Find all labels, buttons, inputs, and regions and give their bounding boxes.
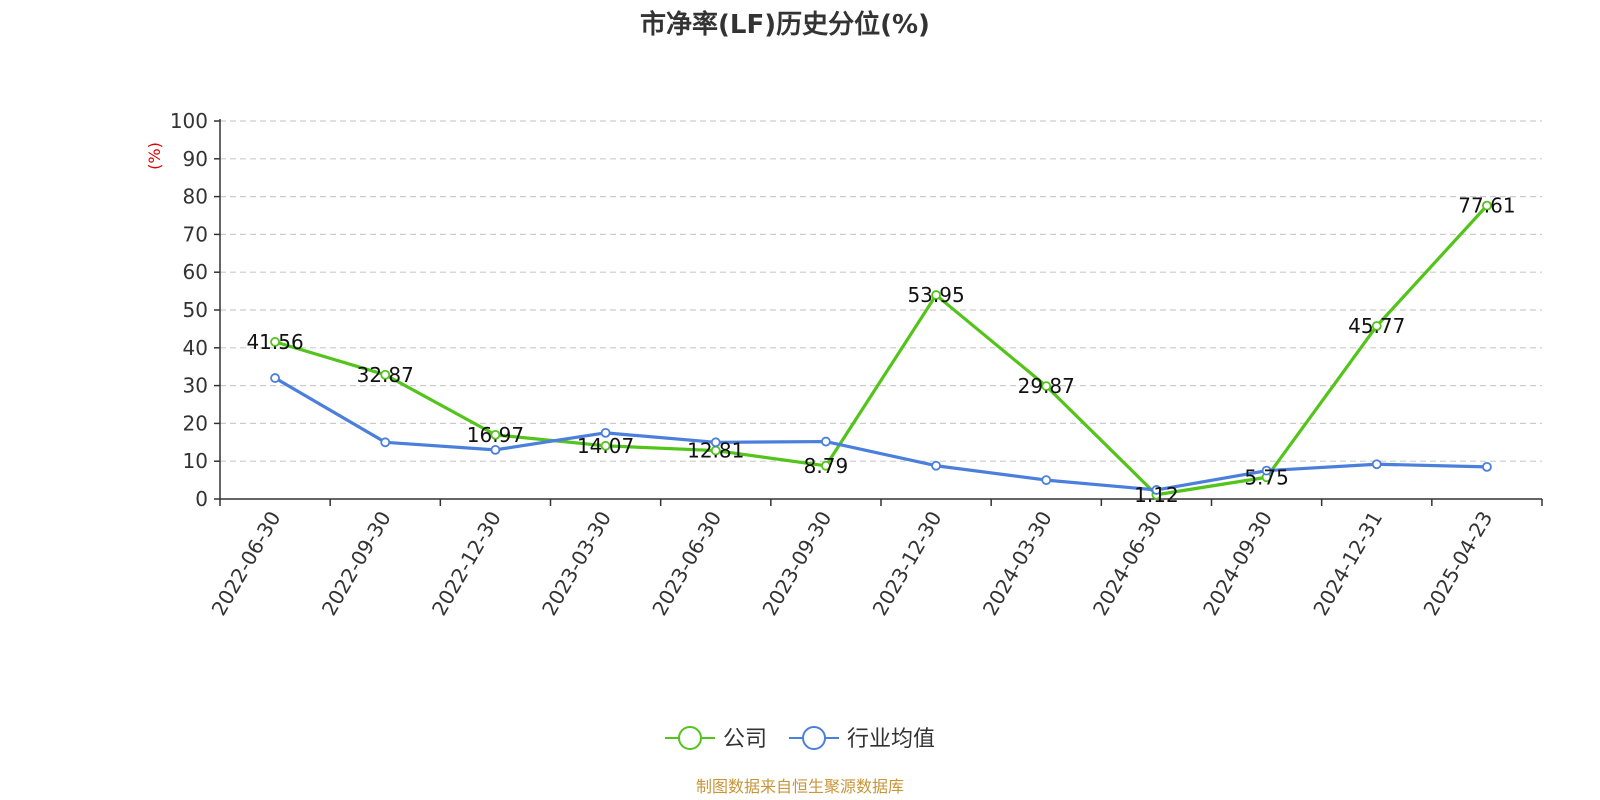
x-tick-label: 2025-04-23 — [1418, 507, 1497, 620]
data-source-note: 制图数据来自恒生聚源数据库 — [696, 777, 904, 796]
data-label: 12.81 — [687, 439, 744, 463]
data-point — [1371, 321, 1382, 331]
chart-title: 市净率(LF)历史分位(%) — [640, 9, 930, 40]
grid-lines — [220, 120, 1542, 462]
legend-marker — [802, 726, 826, 750]
x-tick-label: 2022-06-30 — [207, 507, 286, 620]
y-tick-label: 50 — [183, 298, 208, 322]
x-tick-label: 2022-12-30 — [427, 507, 506, 620]
series-line-1 — [274, 376, 1487, 492]
data-point — [600, 440, 611, 451]
data-point — [270, 373, 280, 383]
data-point — [821, 460, 831, 471]
data-point — [1482, 461, 1492, 472]
legend-marker — [678, 726, 702, 750]
data-label: 41.56 — [246, 330, 303, 354]
data-point — [931, 290, 941, 300]
legend-item-1[interactable]: 行业均值 — [789, 726, 935, 752]
data-label: 8.79 — [804, 454, 849, 478]
y-axis-unit-label: (%) — [145, 142, 164, 170]
data-point — [380, 369, 391, 380]
data-label: 14.07 — [577, 434, 634, 458]
data-point — [1261, 465, 1272, 476]
data-label: 1.12 — [1134, 483, 1179, 507]
data-label: 29.87 — [1018, 374, 1075, 398]
y-tick-label: 60 — [183, 260, 208, 284]
data-label: 32.87 — [357, 363, 414, 387]
data-point — [1482, 200, 1492, 211]
y-tick-label: 30 — [183, 374, 208, 398]
y-tick-label: 80 — [183, 185, 208, 209]
x-tick-label: 2024-12-31 — [1308, 507, 1387, 620]
y-tick-label: 90 — [183, 147, 208, 171]
data-label: 53.95 — [907, 283, 964, 307]
x-tick-label: 2024-06-30 — [1088, 507, 1167, 620]
x-tick-label: 2024-09-30 — [1198, 507, 1277, 620]
x-tick-label: 2023-09-30 — [757, 507, 836, 620]
y-tick-label: 70 — [183, 222, 208, 246]
data-point — [1371, 459, 1382, 470]
legend-item-0[interactable]: 公司 — [665, 726, 767, 752]
data-point — [380, 437, 391, 448]
x-tick-label: 2024-03-30 — [978, 507, 1057, 620]
data-label: 16.97 — [467, 423, 524, 447]
y-tick-label: 10 — [183, 449, 208, 473]
data-point — [931, 460, 941, 471]
data-point — [710, 437, 721, 448]
data-point — [270, 337, 280, 347]
x-tick-label: 2023-06-30 — [647, 507, 726, 620]
series-line-0 — [274, 204, 1489, 497]
y-tick-label: 100 — [170, 109, 208, 133]
y-tick-label: 0 — [195, 487, 208, 511]
data-point — [1151, 485, 1162, 495]
data-label: 77.61 — [1458, 194, 1515, 218]
data-point — [600, 427, 611, 438]
x-tick-label: 2023-12-30 — [868, 507, 947, 620]
series-lines — [270, 200, 1492, 500]
data-point — [490, 444, 501, 455]
data-point — [1041, 381, 1052, 391]
x-tick-label: 2023-03-30 — [537, 507, 616, 620]
data-labels: 41.56 32.87 16.97 14.07 12.81 8.79 53.95 29.87 1… — [246, 194, 1515, 507]
data-point — [821, 436, 831, 447]
legend-label: 行业均值 — [847, 727, 935, 752]
data-label: 5.75 — [1244, 465, 1289, 489]
legend[interactable]: 公司 行业均值 — [665, 726, 935, 752]
y-tick-label: 40 — [183, 336, 208, 360]
legend-label: 公司 — [723, 727, 767, 752]
data-point — [490, 429, 501, 440]
data-label: 45.77 — [1348, 314, 1405, 338]
data-point — [1041, 475, 1052, 486]
x-tick-label: 2022-09-30 — [317, 507, 396, 620]
y-tick-label: 20 — [183, 411, 208, 435]
